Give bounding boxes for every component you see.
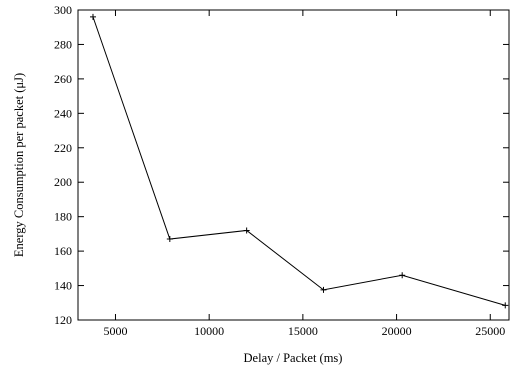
x-tick-label: 5000 [103,324,127,338]
y-tick-label: 120 [54,313,72,327]
x-tick-label: 20000 [382,324,412,338]
plot-frame [77,9,510,321]
y-tick-label: 160 [54,244,72,258]
data-point-marker [502,302,509,309]
data-point-marker [166,236,173,243]
y-tick-label: 220 [54,141,72,155]
y-tick-label: 200 [54,175,72,189]
series-line [92,16,506,306]
tick-marks [78,9,509,321]
y-tick-label: 140 [54,279,72,293]
y-tick-label: 260 [54,72,72,86]
data-point-marker [320,286,327,293]
y-tick-label: 300 [54,3,72,17]
x-tick-label: 10000 [194,324,224,338]
x-tick-label: 25000 [475,324,505,338]
tick-labels: 5000 10000 15000 20000 25000 120 140 160 180 200 2… [54,3,505,338]
x-axis-title: Delay / Packet (ms) [244,351,343,365]
y-tick-label: 280 [54,37,72,51]
data-point-marker [399,272,406,279]
series-group [89,13,509,309]
y-tick-label: 180 [54,210,72,224]
data-point-marker [243,227,250,234]
data-point-marker [89,13,96,20]
y-tick-label: 240 [54,106,72,120]
x-tick-label: 15000 [288,324,318,338]
y-axis-title: Energy Consumption per packet (μJ) [12,73,26,257]
